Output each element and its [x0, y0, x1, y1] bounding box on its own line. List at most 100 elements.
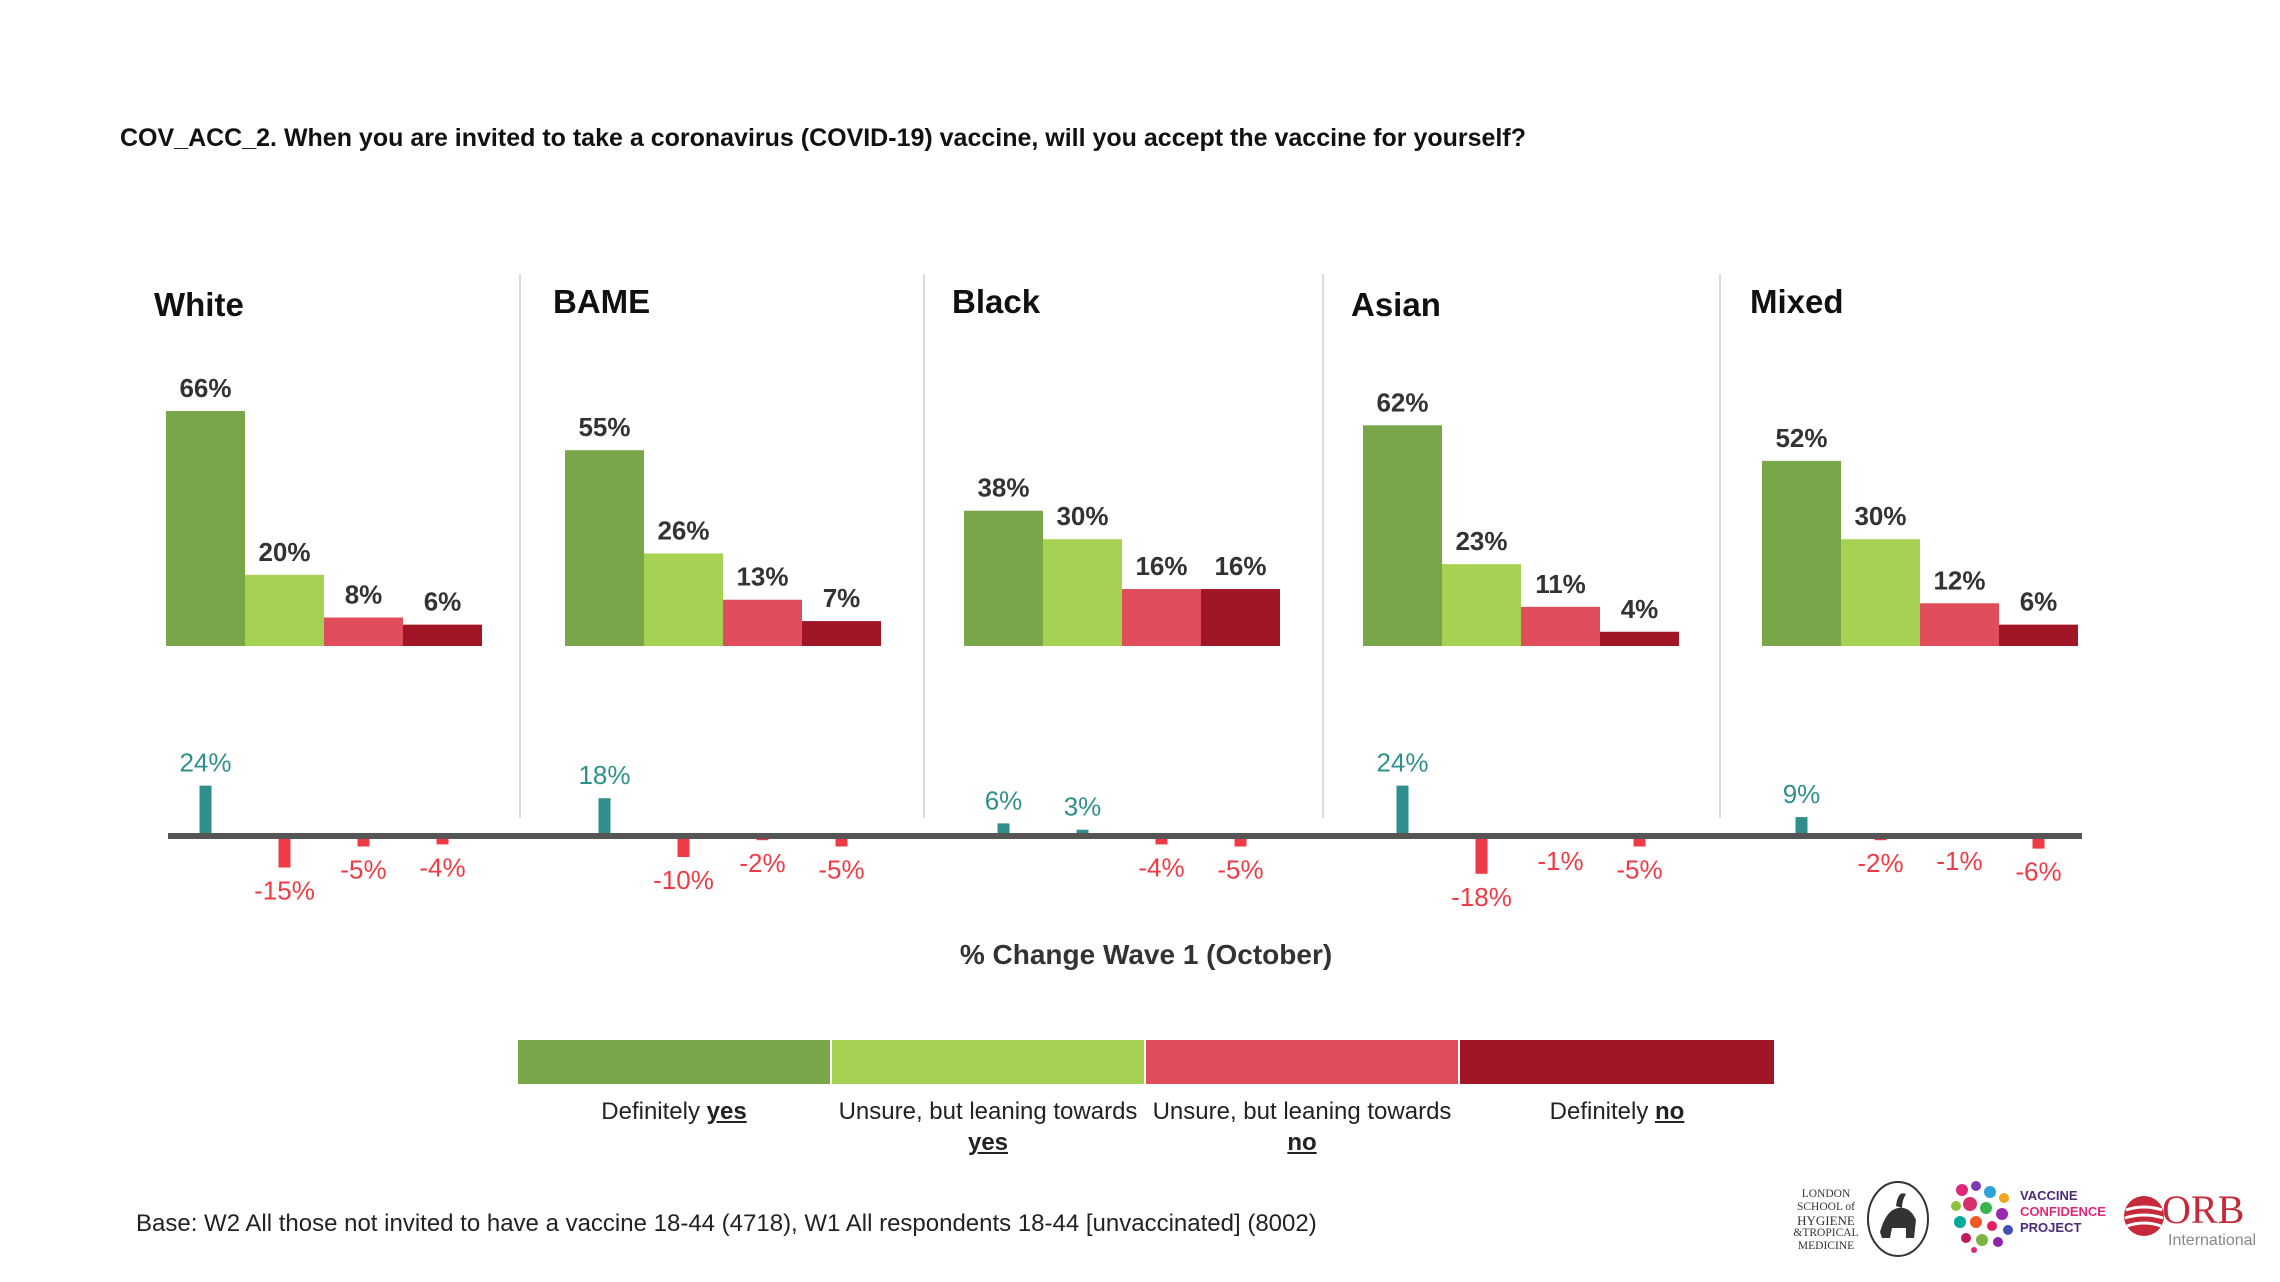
bar-label: 8%	[345, 580, 383, 610]
bar	[964, 510, 1043, 646]
bar-label: 16%	[1135, 551, 1187, 581]
bar-label: 26%	[657, 515, 709, 545]
bar-label: 6%	[2020, 587, 2058, 617]
change-bar	[598, 798, 611, 836]
orb-logo: ORB International	[2122, 1178, 2272, 1268]
change-bar	[199, 785, 212, 836]
change-label: -1%	[1537, 846, 1583, 876]
orb-logo-sub: International	[2168, 1232, 2257, 1249]
bar-label: 23%	[1455, 526, 1507, 556]
change-bar	[357, 836, 370, 847]
change-bar	[677, 836, 690, 857]
group-title: Mixed	[1750, 283, 1844, 320]
bar	[1841, 539, 1920, 646]
change-label: -5%	[1217, 855, 1263, 885]
bar	[1363, 425, 1442, 646]
bar	[1521, 606, 1600, 646]
bar-label: 4%	[1621, 594, 1659, 624]
orb-logo-text: ORB	[2162, 1187, 2245, 1232]
bar-label: 30%	[1056, 501, 1108, 531]
vcp-logo-line: PROJECT	[2020, 1220, 2082, 1235]
lshtm-logo-line: &TROPICAL	[1793, 1227, 1859, 1239]
bar-label: 7%	[823, 583, 861, 613]
bar	[1201, 589, 1280, 646]
legend-swatch-def-yes	[518, 1040, 830, 1084]
change-bar	[1633, 836, 1646, 847]
bar	[1999, 624, 2078, 646]
vcp-logo: VACCINE CONFIDENCE PROJECT	[1948, 1178, 2106, 1268]
change-bar	[1396, 785, 1409, 836]
bar	[245, 574, 324, 646]
bar-label: 6%	[424, 587, 462, 617]
base-note: Base: W2 All those not invited to have a…	[136, 1210, 1317, 1237]
chart-question: COV_ACC_2. When you are invited to take …	[120, 124, 1526, 152]
vcp-logo-line: VACCINE	[2020, 1188, 2078, 1203]
change-label: 18%	[578, 760, 630, 790]
group-title: Black	[952, 283, 1041, 320]
orb-globe-icon	[2124, 1196, 2164, 1236]
change-label: -5%	[818, 855, 864, 885]
bar-label: 11%	[1535, 569, 1586, 599]
group-title: BAME	[553, 283, 650, 320]
bar-label: 12%	[1933, 565, 1985, 595]
group-title: Asian	[1351, 286, 1441, 323]
change-label: 24%	[1376, 748, 1428, 778]
lshtm-logo-line: LONDON	[1801, 1188, 1851, 1200]
bar	[723, 599, 802, 646]
change-bar	[1234, 836, 1247, 847]
vcp-dots-icon	[1951, 1181, 2013, 1253]
change-axis-title: % Change Wave 1 (October)	[960, 939, 1332, 970]
lshtm-crest-icon	[1867, 1181, 1929, 1257]
change-bar	[1155, 836, 1168, 845]
change-label: -4%	[1138, 852, 1184, 882]
bar	[403, 624, 482, 646]
legend: Definitely yes Unsure, but leaning towar…	[518, 1040, 1774, 1156]
bar-label: 66%	[179, 373, 231, 403]
bar-label: 13%	[736, 562, 788, 592]
change-label: 24%	[179, 748, 231, 778]
legend-label-lean-no: Unsure, but leaning towards no	[1152, 1098, 1452, 1156]
change-label: 6%	[985, 785, 1023, 815]
bar	[1762, 460, 1841, 646]
bar-label: 38%	[977, 473, 1029, 503]
bar	[1043, 539, 1122, 646]
change-bar	[436, 836, 449, 845]
change-label: 9%	[1783, 779, 1821, 809]
bar-label: 20%	[258, 537, 310, 567]
bar	[644, 553, 723, 646]
change-bar	[1795, 817, 1808, 836]
change-bar	[278, 836, 291, 868]
bar-label: 30%	[1854, 501, 1906, 531]
vcp-logo-line: CONFIDENCE	[2020, 1204, 2106, 1219]
change-bar	[2032, 836, 2045, 849]
change-label: -5%	[340, 855, 386, 885]
lshtm-logo-line: MEDICINE	[1797, 1240, 1855, 1252]
legend-label-def-no: Definitely no	[1549, 1098, 1685, 1125]
bar	[324, 617, 403, 646]
change-label: -6%	[2015, 857, 2061, 887]
change-label: -2%	[739, 848, 785, 878]
lshtm-logo-line: SCHOOL of	[1796, 1201, 1856, 1213]
change-bar	[1076, 829, 1089, 836]
legend-label-def-yes: Definitely yes	[601, 1098, 747, 1125]
change-label: -15%	[254, 876, 315, 906]
bar	[1122, 589, 1201, 646]
change-label: -4%	[419, 852, 465, 882]
lshtm-logo-line: HYGIENE	[1797, 1213, 1855, 1228]
change-bar	[997, 823, 1010, 836]
group-title: White	[154, 286, 244, 323]
bar-label: 55%	[578, 412, 630, 442]
change-bar	[835, 836, 848, 847]
bar	[166, 411, 245, 646]
legend-label-lean-yes: Unsure, but leaning towards yes	[838, 1098, 1138, 1156]
bar-label: 52%	[1775, 423, 1827, 453]
legend-swatch-def-no	[1460, 1040, 1774, 1084]
change-label: 3%	[1064, 792, 1102, 822]
bar	[802, 621, 881, 646]
change-label: -10%	[653, 865, 714, 895]
bar-label: 16%	[1214, 551, 1266, 581]
change-label: -18%	[1451, 882, 1512, 912]
change-bar	[1475, 836, 1488, 874]
legend-swatch-lean-no	[1146, 1040, 1458, 1084]
